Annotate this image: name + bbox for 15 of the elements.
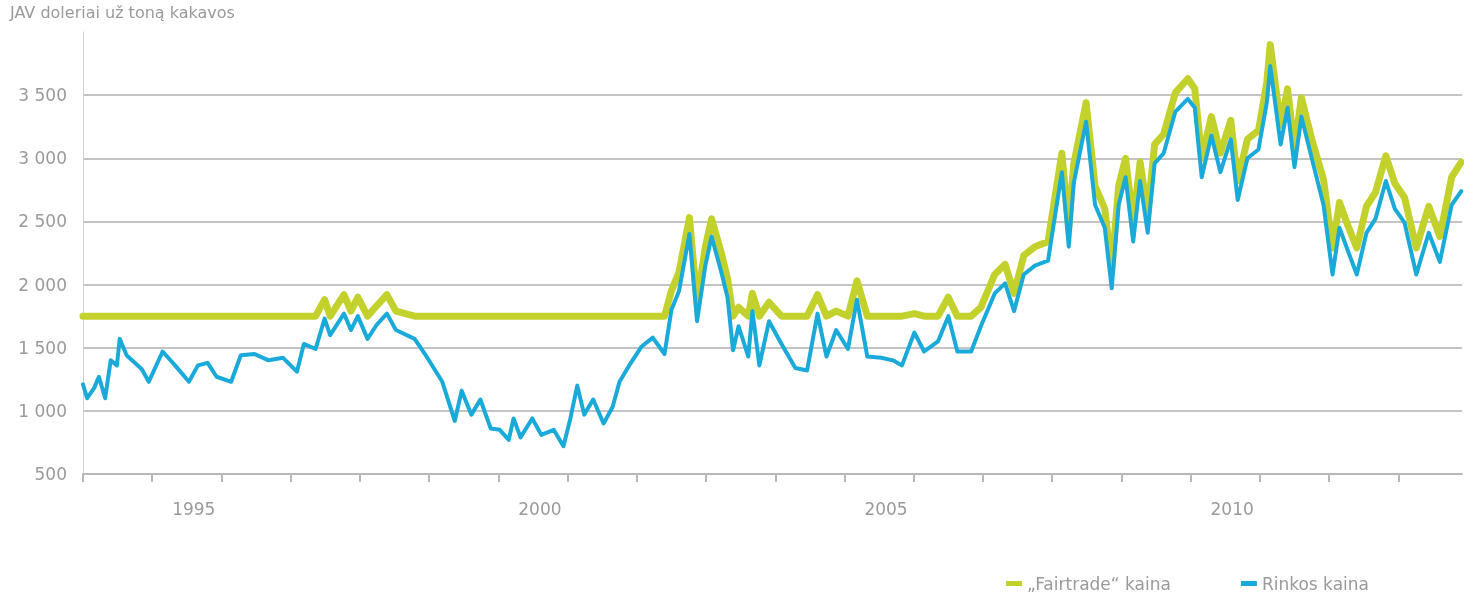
y-tick-label: 3 000 [18, 148, 67, 169]
y-tick-label: 2 500 [18, 211, 67, 232]
legend-label: „Fairtrade“ kaina [1026, 573, 1171, 594]
y-tick-label: 2 000 [18, 274, 67, 295]
y-tick-label: 500 [34, 464, 67, 484]
x-tick-label: 2010 [1210, 498, 1254, 519]
y-tick-label: 1 500 [18, 337, 67, 358]
x-tick-label: 2000 [518, 498, 562, 519]
y-axis-title: JAV doleriai už toną kakavos [9, 2, 235, 22]
x-tick-label: 1995 [172, 498, 216, 519]
y-tick-label: 1 000 [18, 400, 67, 421]
x-tick-label: 2005 [864, 498, 908, 519]
line-series [81, 64, 1464, 449]
y-tick-label: 3 500 [18, 85, 67, 106]
legend-label: Rinkos kaina [1261, 573, 1370, 594]
